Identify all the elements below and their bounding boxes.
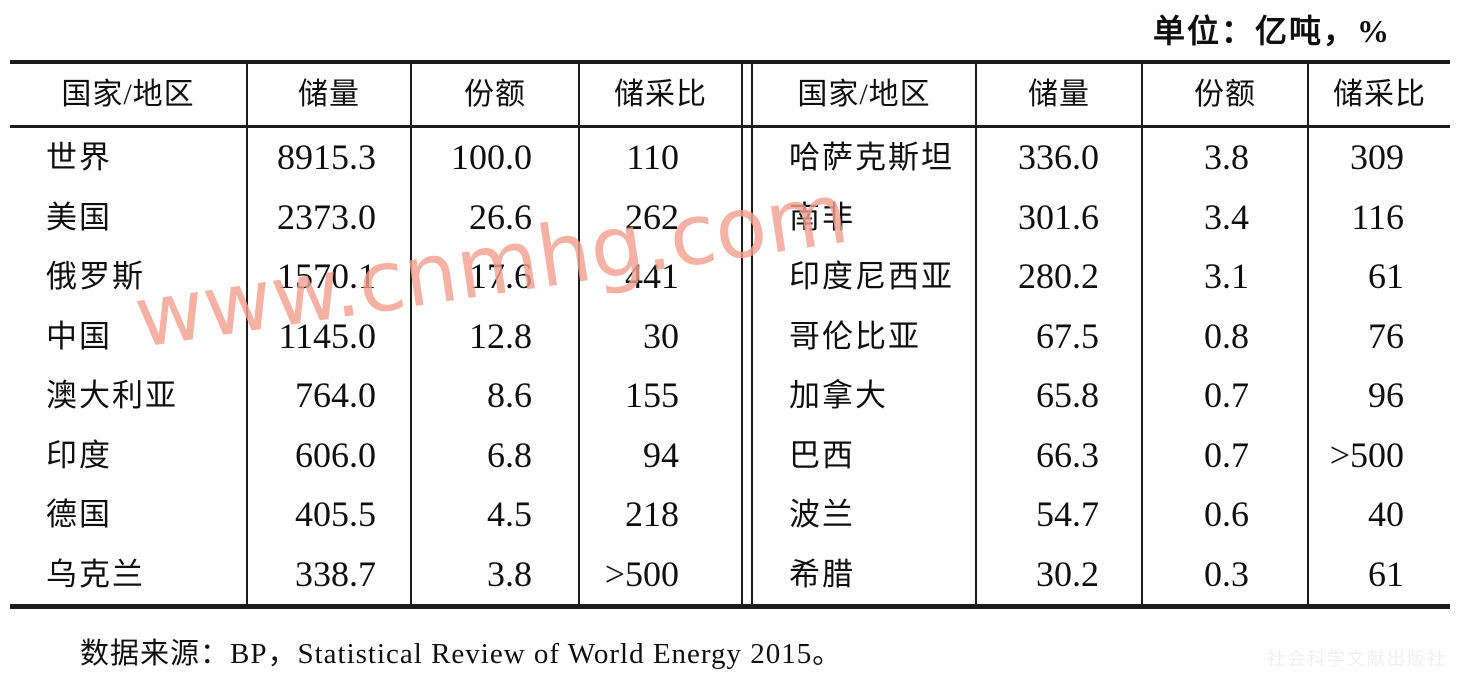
table-row: 中国 1145.0 12.8 30 哥伦比亚 67.5 0.8 76 bbox=[10, 306, 1450, 366]
cell-reserves-right: 301.6 bbox=[975, 187, 1141, 247]
cell-share-right: 0.3 bbox=[1141, 544, 1307, 604]
header-country-left: 国家/地区 bbox=[10, 64, 246, 128]
cell-rp-left: 155 bbox=[578, 366, 741, 426]
cell-share-left: 4.5 bbox=[410, 485, 578, 545]
unit-label: 单位：亿吨，% bbox=[1152, 13, 1391, 49]
cell-rp-right: >500 bbox=[1307, 425, 1450, 485]
cell-rp-left: >500 bbox=[578, 544, 741, 604]
cell-country-right: 哥伦比亚 bbox=[789, 318, 921, 354]
cell-country-left: 乌克兰 bbox=[46, 556, 145, 592]
cell-country-left: 澳大利亚 bbox=[46, 378, 178, 413]
header-reserves-right: 储量 bbox=[975, 64, 1141, 128]
cell-rp-left: 218 bbox=[578, 485, 741, 545]
cell-rp-right: 61 bbox=[1307, 247, 1450, 307]
table-row: 美国 2373.0 26.6 262 南非 301.6 3.4 116 bbox=[10, 187, 1450, 247]
center-divider bbox=[741, 187, 753, 247]
cell-share-right: 3.4 bbox=[1141, 187, 1307, 247]
center-divider bbox=[741, 425, 753, 485]
cell-country-right: 加拿大 bbox=[789, 378, 888, 413]
table-row: 乌克兰 338.7 3.8 >500 希腊 30.2 0.3 61 bbox=[10, 544, 1450, 604]
table-row: 俄罗斯 1570.1 17.6 441 印度尼西亚 280.2 3.1 61 bbox=[10, 247, 1450, 307]
cell-country-left: 中国 bbox=[46, 318, 112, 354]
source-note: 数据来源：BP，Statistical Review of World Ener… bbox=[80, 638, 843, 670]
cell-share-left: 12.8 bbox=[410, 306, 578, 366]
cell-reserves-right: 54.7 bbox=[975, 485, 1141, 545]
center-divider bbox=[741, 128, 753, 188]
cell-reserves-left: 606.0 bbox=[246, 425, 410, 485]
cell-country-right: 南非 bbox=[789, 199, 855, 235]
cell-share-left: 8.6 bbox=[410, 366, 578, 426]
cell-share-left: 6.8 bbox=[410, 425, 578, 485]
cell-share-right: 0.7 bbox=[1141, 366, 1307, 426]
cell-reserves-right: 336.0 bbox=[975, 128, 1141, 188]
center-divider bbox=[741, 306, 753, 366]
cell-share-right: 0.7 bbox=[1141, 425, 1307, 485]
cell-rp-left: 30 bbox=[578, 306, 741, 366]
cell-rp-right: 309 bbox=[1307, 128, 1450, 188]
cell-country-right: 印度尼西亚 bbox=[789, 259, 954, 294]
cell-share-right: 0.8 bbox=[1141, 306, 1307, 366]
cell-rp-left: 94 bbox=[578, 425, 741, 485]
table-row: 澳大利亚 764.0 8.6 155 加拿大 65.8 0.7 96 bbox=[10, 366, 1450, 426]
cell-reserves-left: 8915.3 bbox=[246, 128, 410, 188]
cell-country-left: 俄罗斯 bbox=[46, 259, 145, 294]
cell-country-right: 巴西 bbox=[789, 437, 855, 473]
header-country-right: 国家/地区 bbox=[753, 64, 975, 128]
cell-share-right: 0.6 bbox=[1141, 485, 1307, 545]
table-header-row: 国家/地区 储量 份额 储采比 国家/地区 储量 份额 储采比 bbox=[10, 64, 1450, 128]
cell-rp-right: 116 bbox=[1307, 187, 1450, 247]
header-share-left: 份额 bbox=[410, 64, 578, 128]
cell-share-right: 3.1 bbox=[1141, 247, 1307, 307]
cell-rp-right: 76 bbox=[1307, 306, 1450, 366]
cell-country-right: 哈萨克斯坦 bbox=[789, 140, 954, 175]
center-divider bbox=[741, 366, 753, 426]
cell-share-right: 3.8 bbox=[1141, 128, 1307, 188]
publisher-watermark: 社会科学文献出版社 bbox=[1267, 649, 1447, 669]
cell-reserves-left: 764.0 bbox=[246, 366, 410, 426]
cell-reserves-right: 66.3 bbox=[975, 425, 1141, 485]
cell-reserves-left: 405.5 bbox=[246, 485, 410, 545]
table-row: 印度 606.0 6.8 94 巴西 66.3 0.7 >500 bbox=[10, 425, 1450, 485]
cell-country-right: 波兰 bbox=[789, 497, 855, 532]
table-row: 世界 8915.3 100.0 110 哈萨克斯坦 336.0 3.8 309 bbox=[10, 128, 1450, 188]
cell-share-left: 17.6 bbox=[410, 247, 578, 307]
cell-country-left: 美国 bbox=[46, 199, 112, 235]
cell-share-left: 100.0 bbox=[410, 128, 578, 188]
cell-rp-right: 61 bbox=[1307, 544, 1450, 604]
cell-rp-right: 40 bbox=[1307, 485, 1450, 545]
cell-reserves-right: 30.2 bbox=[975, 544, 1141, 604]
cell-share-left: 3.8 bbox=[410, 544, 578, 604]
header-reserves-left: 储量 bbox=[246, 64, 410, 128]
header-share-right: 份额 bbox=[1141, 64, 1307, 128]
reserves-table: 国家/地区 储量 份额 储采比 国家/地区 储量 份额 储采比 世界 8915.3… bbox=[10, 60, 1450, 609]
header-rp-right: 储采比 bbox=[1307, 64, 1450, 128]
cell-reserves-left: 1145.0 bbox=[246, 306, 410, 366]
cell-reserves-left: 338.7 bbox=[246, 544, 410, 604]
cell-reserves-left: 2373.0 bbox=[246, 187, 410, 247]
table-row: 德国 405.5 4.5 218 波兰 54.7 0.6 40 bbox=[10, 485, 1450, 545]
cell-country-right: 希腊 bbox=[789, 556, 855, 592]
cell-reserves-right: 280.2 bbox=[975, 247, 1141, 307]
center-divider bbox=[741, 247, 753, 307]
cell-country-left: 世界 bbox=[46, 140, 112, 175]
center-divider bbox=[741, 485, 753, 545]
cell-country-left: 印度 bbox=[46, 437, 112, 473]
cell-share-left: 26.6 bbox=[410, 187, 578, 247]
cell-rp-right: 96 bbox=[1307, 366, 1450, 426]
center-divider bbox=[741, 544, 753, 604]
cell-reserves-left: 1570.1 bbox=[246, 247, 410, 307]
cell-rp-left: 262 bbox=[578, 187, 741, 247]
cell-reserves-right: 65.8 bbox=[975, 366, 1141, 426]
cell-rp-left: 110 bbox=[578, 128, 741, 188]
table-body: 世界 8915.3 100.0 110 哈萨克斯坦 336.0 3.8 309 美国 2373.0… bbox=[10, 128, 1450, 604]
cell-country-left: 德国 bbox=[46, 497, 112, 532]
cell-rp-left: 441 bbox=[578, 247, 741, 307]
cell-reserves-right: 67.5 bbox=[975, 306, 1141, 366]
header-rp-left: 储采比 bbox=[578, 64, 741, 128]
center-divider bbox=[741, 64, 753, 128]
